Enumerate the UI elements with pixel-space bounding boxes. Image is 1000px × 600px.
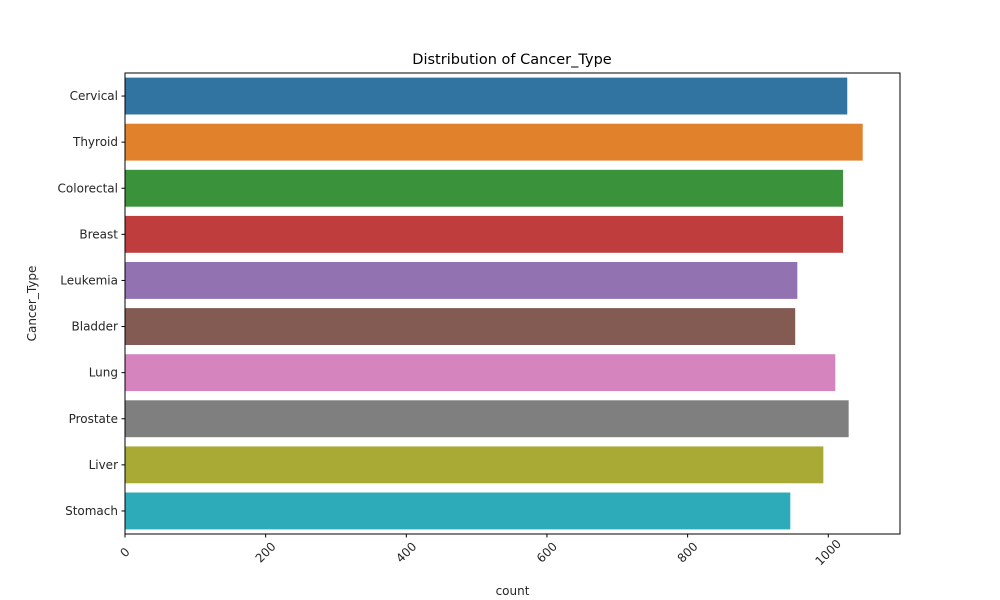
y-tick-label: Liver [89, 458, 119, 472]
bar-stomach [125, 492, 791, 530]
bar-colorectal [125, 169, 844, 207]
x-tick-label: 800 [675, 539, 701, 565]
chart-title: Distribution of Cancer_Type [412, 52, 611, 68]
y-axis-label: Cancer_Type [25, 266, 39, 342]
y-tick-label: Colorectal [58, 181, 118, 195]
bar-breast [125, 215, 844, 253]
y-tick-label: Cervical [70, 89, 118, 103]
bar-prostate [125, 400, 849, 438]
y-tick-label: Leukemia [60, 273, 118, 287]
x-tick-label: 600 [534, 539, 560, 565]
bar-leukemia [125, 262, 798, 299]
x-tick-label: 0 [117, 545, 132, 560]
y-tick-label: Prostate [69, 412, 118, 426]
y-tick-label: Thyroid [72, 135, 118, 149]
x-tick-label: 400 [393, 539, 419, 565]
bar-thyroid [125, 123, 863, 161]
x-tick-label: 1000 [813, 537, 844, 568]
bar-liver [125, 446, 824, 484]
x-tick-label: 200 [253, 539, 279, 565]
plot-frame [124, 72, 901, 535]
y-tick-label: Breast [79, 227, 118, 241]
y-tick-label: Bladder [72, 320, 119, 334]
bars-layer [125, 77, 863, 530]
bar-lung [125, 354, 836, 392]
y-tick-label: Lung [89, 366, 118, 380]
x-axis: 0 200 400 600 800 1000 [117, 534, 844, 568]
y-tick-label: Stomach [65, 504, 118, 518]
bar-cervical [125, 77, 848, 115]
bar-bladder [125, 308, 796, 345]
x-axis-label: count [496, 584, 530, 598]
y-axis: Cervical Thyroid Colorectal Breast Leukemia B… [58, 89, 125, 518]
